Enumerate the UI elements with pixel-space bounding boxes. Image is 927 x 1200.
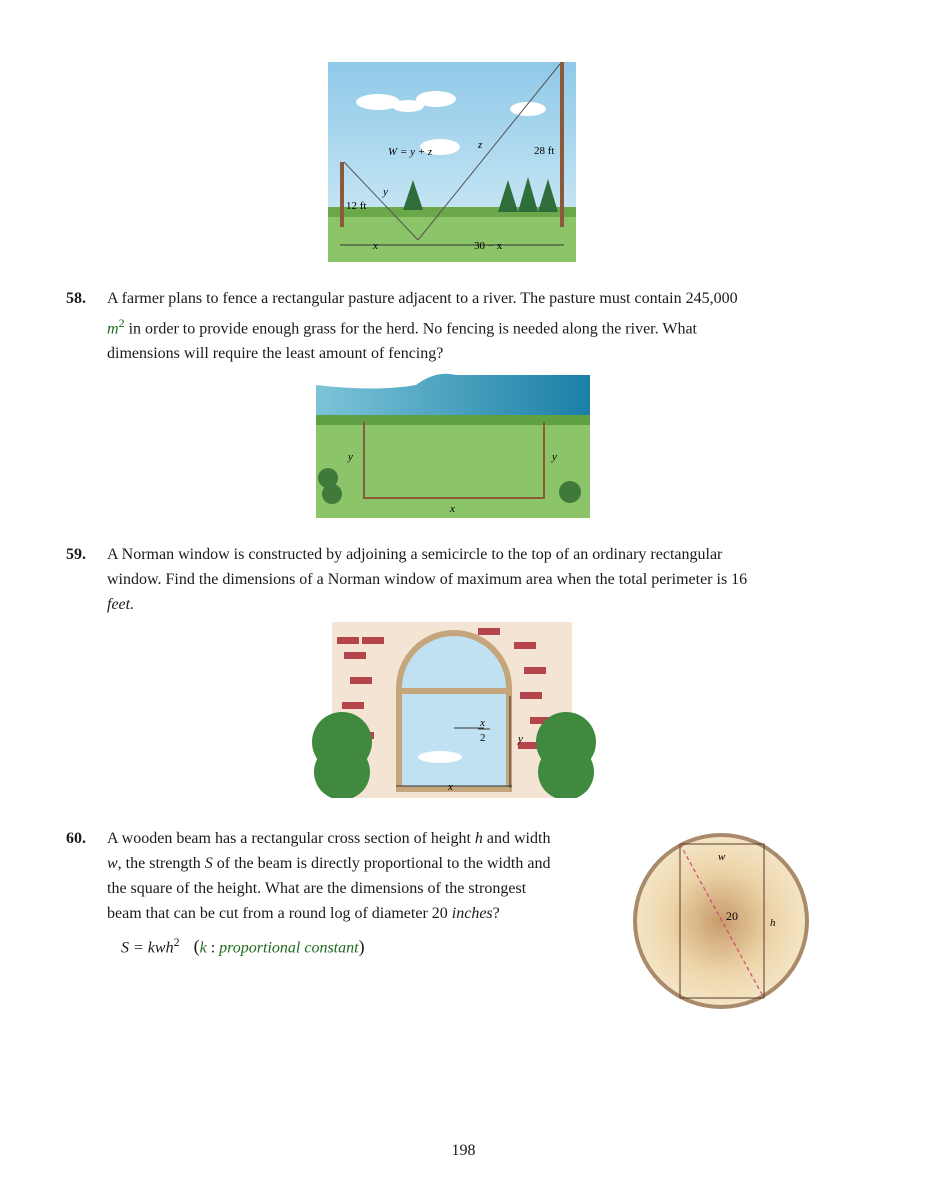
cloud <box>510 102 546 116</box>
label-w: W = y + z <box>388 146 433 158</box>
problem-text-line: A farmer plans to fence a rectangular pa… <box>107 290 738 307</box>
brick <box>530 717 552 724</box>
tree-icon <box>518 177 538 212</box>
bush-icon <box>314 744 370 798</box>
short-pole <box>340 162 344 227</box>
label-y-right: y <box>551 451 557 463</box>
brick <box>362 637 384 644</box>
river <box>316 373 590 418</box>
problem-text-line: A Norman window is constructed by adjoin… <box>107 546 723 563</box>
wire-y <box>343 161 419 241</box>
wire-z <box>417 63 561 241</box>
label-z: z <box>477 139 483 151</box>
label-x-over-2-den: 2 <box>480 732 486 744</box>
brick <box>478 628 500 635</box>
pasture-figure: y y x <box>316 373 590 518</box>
grass <box>328 212 576 262</box>
cloud <box>392 100 424 112</box>
brick <box>337 637 359 644</box>
bush-icon <box>559 481 581 503</box>
unit-exponent: 2 <box>118 316 125 330</box>
cloud <box>356 94 400 110</box>
problem-text-line: the square of the height. What are the d… <box>107 880 527 897</box>
problem-text-line: window. Find the dimensions of a Norman … <box>107 571 748 588</box>
problem-text-line: A wooden beam has a rectangular cross se… <box>107 830 551 847</box>
brick <box>518 742 540 749</box>
label-y-left: y <box>347 451 353 463</box>
bush-icon <box>538 744 594 798</box>
tree-icon <box>403 180 423 210</box>
label-30-minus-x: 30 − x <box>474 240 503 252</box>
label-x-over-2-num: x <box>479 717 485 729</box>
norman-window-figure: x 2 y x <box>312 622 596 798</box>
brick <box>342 702 364 709</box>
label-20: 20 <box>726 909 738 923</box>
brick <box>520 692 542 699</box>
label-x: x <box>447 781 453 793</box>
brick <box>344 652 366 659</box>
brick <box>514 642 536 649</box>
ladder-poles-figure: W = y + z z y 28 ft 12 ft x 30 − x <box>328 62 576 262</box>
window-pane <box>402 694 506 786</box>
cloud <box>416 91 456 107</box>
bush-icon <box>318 468 338 488</box>
problem-text-line: dimensions will require the least amount… <box>107 345 444 363</box>
cloud <box>420 139 460 155</box>
page-number: 198 <box>451 1142 476 1159</box>
label-y: y <box>382 186 388 198</box>
tree-icon <box>538 179 558 212</box>
tree-icon <box>498 180 518 212</box>
formula-note-text: proportional constant <box>219 939 359 957</box>
formula-lhs: S = kwh <box>121 939 174 957</box>
tall-pole <box>560 62 564 227</box>
problem-number: 58. <box>66 290 86 307</box>
label-y: y <box>517 733 523 745</box>
problem-number: 60. <box>66 830 86 847</box>
formula-note-k: k <box>199 939 207 957</box>
problem-number: 59. <box>66 546 86 563</box>
cloud <box>418 751 462 763</box>
beam-rectangle <box>679 843 765 999</box>
diagonal <box>679 843 765 999</box>
fence <box>363 422 545 499</box>
log-cross-section-figure: w 20 h <box>633 833 809 1009</box>
formula: S = kwh2 (k : proportional constant) <box>121 935 365 957</box>
label-x: x <box>372 240 378 252</box>
bush-icon <box>322 484 342 504</box>
formula-exponent: 2 <box>173 935 180 949</box>
unit-m: m <box>107 320 119 338</box>
problem-text-line: beam that can be cut from a round log of… <box>107 905 500 922</box>
problem-text-line: m2 in order to provide enough grass for … <box>107 316 697 338</box>
problem-text-line: feet. <box>107 596 135 613</box>
brick <box>350 677 372 684</box>
brick <box>524 667 546 674</box>
label-w: w <box>718 851 726 863</box>
label-28ft: 28 ft <box>534 145 554 157</box>
label-12ft: 12 ft <box>346 200 366 212</box>
window-arch-glass <box>402 636 506 688</box>
label-x: x <box>449 503 455 515</box>
label-h: h <box>770 917 776 929</box>
log-wood <box>637 837 805 1005</box>
problem-text-line: w, the strength S of the beam is directl… <box>107 855 551 872</box>
